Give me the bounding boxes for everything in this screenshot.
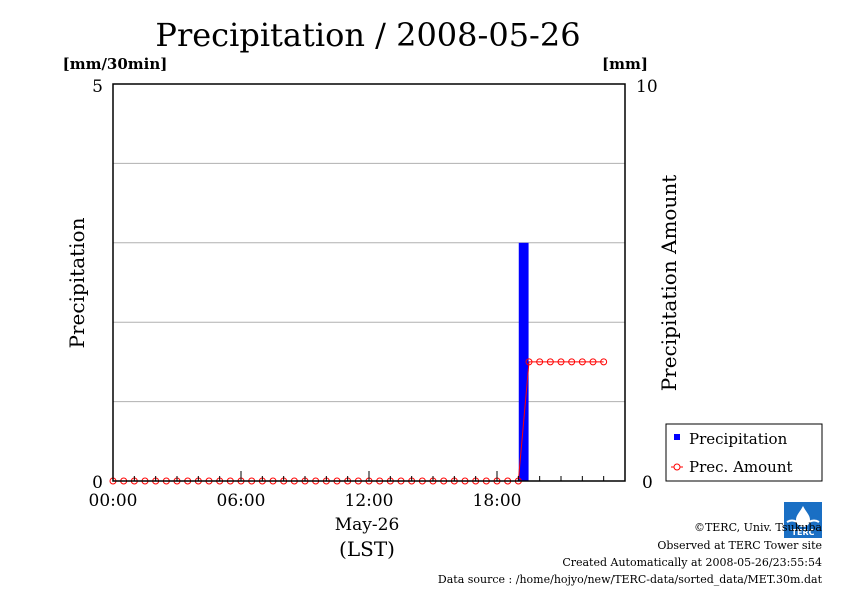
- legend: Precipitation Prec. Amount: [665, 423, 823, 482]
- precipitation-bars: [518, 242, 529, 481]
- x-tick-labels: 00:00 06:00 12:00 18:00: [89, 491, 522, 511]
- legend-precipitation-swatch: [674, 434, 680, 440]
- amount-marker: [536, 358, 544, 366]
- legend-precipitation-label: Precipitation: [689, 430, 788, 448]
- logo-wave-right: [808, 519, 820, 523]
- x-tick-label: 00:00: [89, 491, 138, 511]
- legend-amount-label: Prec. Amount: [689, 458, 793, 476]
- legend-amount-marker: [673, 463, 681, 471]
- amount-marker: [589, 358, 597, 366]
- left-axis-title: Precipitation: [65, 217, 89, 348]
- precipitation-bar: [518, 242, 529, 481]
- x-date-label: May-26: [335, 515, 400, 535]
- credit-created: Created Automatically at 2008-05-26/23:5…: [562, 556, 822, 569]
- x-tick-label: 18:00: [473, 491, 522, 511]
- legend-box: [665, 423, 823, 482]
- x-tick-label: 12:00: [345, 491, 394, 511]
- left-axis-unit: [mm/30min]: [63, 55, 168, 73]
- axis-ticks: [112, 83, 626, 482]
- chart-title: Precipitation / 2008-05-26: [155, 16, 580, 54]
- plot-frame: [112, 83, 626, 482]
- amount-marker: [600, 358, 608, 366]
- amount-marker: [557, 358, 565, 366]
- amount-marker: [578, 358, 586, 366]
- logo-text: TERC: [792, 528, 815, 537]
- amount-marker: [525, 358, 533, 366]
- right-axis-unit: [mm]: [602, 55, 648, 73]
- x-axis-title: (LST): [339, 537, 395, 561]
- grid: [113, 162, 625, 403]
- left-tick-label-max: 5: [92, 77, 103, 97]
- logo-wave-left: [786, 519, 798, 523]
- right-tick-label-min: 0: [642, 473, 653, 493]
- logo-drop-shape: [796, 506, 810, 527]
- x-tick-label: 06:00: [217, 491, 266, 511]
- left-tick-label-min: 0: [92, 473, 103, 493]
- right-tick-label-max: 10: [636, 77, 658, 97]
- amount-polyline: [113, 361, 604, 482]
- amount-marker: [568, 358, 576, 366]
- credit-copyright: ©TERC, Univ. Tsukuba: [693, 521, 822, 534]
- terc-logo-icon: TERC: [784, 502, 822, 538]
- credit-source: Data source : /home/hojyo/new/TERC-data/…: [437, 573, 822, 586]
- amount-marker: [546, 358, 554, 366]
- right-axis-title: Precipitation Amount: [657, 175, 681, 392]
- plot-border: [112, 83, 626, 482]
- credit-observed: Observed at TERC Tower site: [657, 539, 822, 552]
- amount-line: [109, 358, 608, 485]
